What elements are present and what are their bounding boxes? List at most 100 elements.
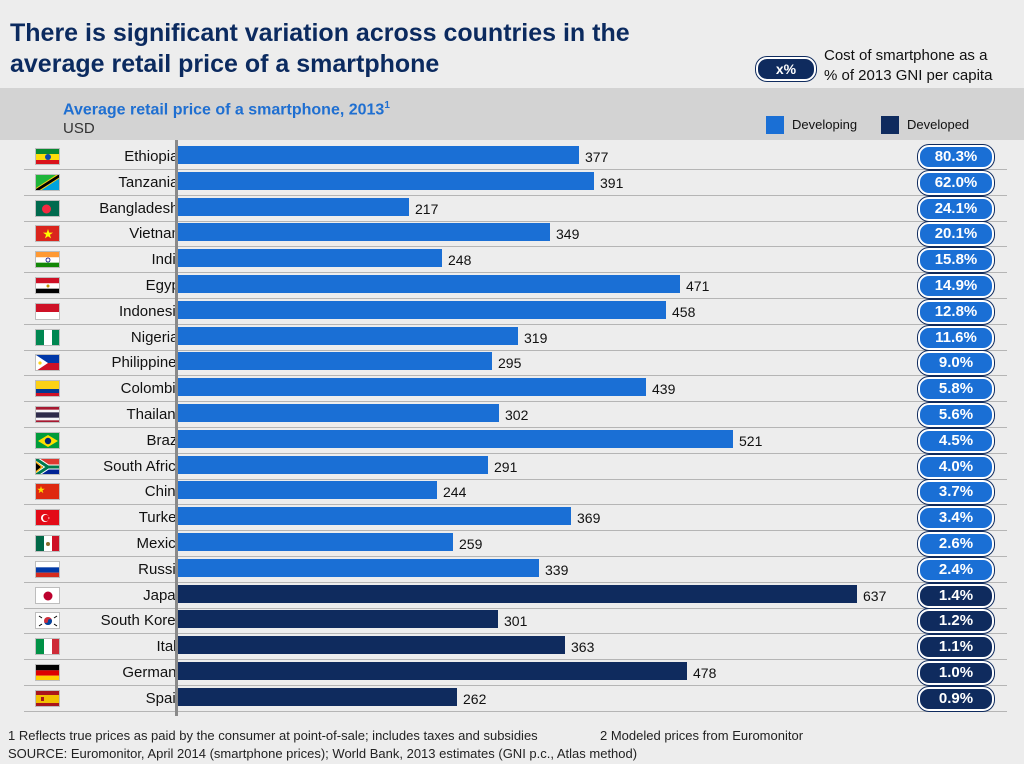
bar-value-label: 291 [494,458,518,475]
country-label: Brazil [146,431,184,449]
gni-percent-badge: 9.0% [918,351,994,376]
pill-legend-sample: x% [756,57,816,81]
gni-percent-badge: 80.3% [918,145,994,169]
bar [177,687,457,706]
country-name: Philippines [111,354,184,372]
bar-value-label: 377 [585,149,609,165]
south-korea-flag-icon [36,613,59,629]
bar-value-label: 295 [498,355,522,372]
bar-row: Japan 637 1.4% [24,582,1007,609]
bar-value-label: 244 [443,484,467,501]
country-label: Colombia [121,379,184,397]
country-label: Thailand [126,405,184,423]
country-name: Spain [145,689,184,707]
gni-percent-badge: 2.4% [918,557,994,582]
country-label: Mexico [136,534,184,552]
country-label: South Africa [103,457,184,475]
bar-row: Philippines 295 9.0% [24,349,1007,377]
pill-desc-line-2: % of 2013 GNI per capita [824,67,993,84]
indonesia-flag-icon [36,303,59,319]
source-note: SOURCE: Euromonitor, April 2014 (smartph… [8,746,638,761]
chart-title-text: Average retail price of a smartphone, 20… [63,101,385,119]
country-name: South Korea [100,612,184,630]
brazil-flag-icon [36,432,59,448]
bar [177,275,680,293]
gni-percent-badge: 1.0% [918,661,994,685]
bar-row: South Korea 301 1.2% [24,607,1007,635]
country-name: Germany [122,664,184,681]
japan-flag-icon [36,587,59,603]
bar-value-label: 302 [505,407,529,423]
legend-developed: Developed [881,116,969,134]
country-label: Turkey [139,508,184,526]
country-label: Egypt [146,276,184,294]
legend-swatch-developing [766,116,784,134]
bar-value-label: 363 [571,639,595,656]
nigeria-flag-icon [36,329,59,345]
bar [177,197,409,216]
gni-percent-badge: 5.6% [918,403,994,427]
pill-sample-badge: x% [756,57,816,81]
bar [177,481,437,500]
page-title: There is significant variation across co… [10,18,710,80]
bar-row: Thailand 302 5.6% [24,401,1007,428]
chart-unit: USD [63,120,95,137]
chart-axis-line [175,140,178,716]
gni-percent-badge: 1.4% [918,583,994,608]
bar [177,300,666,319]
country-label: Vietnam [129,224,184,242]
bar-value-label: 248 [448,252,472,269]
gni-percent-badge: 24.1% [918,196,994,221]
bar [177,662,687,680]
bar [177,507,571,526]
philippines-flag-icon [36,355,59,371]
bar-value-label: 391 [600,174,624,191]
bar-row: Colombia 439 5.8% [24,375,1007,403]
bar [177,378,646,397]
legend-label-developing: Developing [792,117,858,132]
footnote-2: 2 Modeled prices from Euromonitor [600,728,804,743]
bar-row: Ethiopia237780.3% [24,143,1007,170]
country-label: Russia [138,560,184,578]
bar [177,584,857,603]
country-name: Nigeria [130,328,179,346]
bar [177,171,594,190]
bar [177,404,499,422]
bar-value-label: 369 [577,510,601,527]
bar [177,558,539,577]
bar [177,249,442,268]
bar-value-label: 439 [652,381,676,398]
country-name: Tanzania [118,173,179,191]
bar [177,455,488,474]
bar-value-label: 339 [545,561,569,578]
bar-row: India 248 15.8% [24,246,1007,274]
gni-percent-badge: 12.8% [918,299,994,324]
india-flag-icon [36,252,59,268]
country-label: Spain [146,689,184,707]
country-name: Brazil [146,431,184,449]
gni-percent-badge: 1.1% [918,635,994,660]
gni-percent-badge: 62.0% [918,170,994,195]
bar-row: Tanzania239162.0% [24,169,1007,196]
gni-percent-badge: 4.0% [918,454,994,479]
bar-row: Turkey 369 3.4% [24,504,1007,532]
russia-flag-icon [36,561,59,577]
bar-row: China 244 3.7% [24,478,1007,506]
tanzania-flag-icon [36,174,59,190]
bar [177,533,453,551]
gni-percent-badge: 4.5% [918,428,994,453]
country-name: Mexico [136,535,184,552]
bar-row: Vietnam 349 20.1% [24,220,1007,248]
mexico-flag-icon [36,536,59,551]
country-label: Philippines [111,353,184,371]
title-line-1: There is significant variation across co… [10,19,630,47]
country-name: Turkey [138,509,184,527]
vietnam-flag-icon [36,226,59,242]
pill-legend-description: Cost of smartphone as a % of 2013 GNI pe… [824,46,1024,86]
bar [177,223,550,242]
bar-row: Italy 363 1.1% [24,633,1007,661]
bar-value-label: 478 [693,665,717,681]
bar-row: Egypt 471 14.9% [24,272,1007,299]
bar-value-label: 301 [504,613,528,630]
